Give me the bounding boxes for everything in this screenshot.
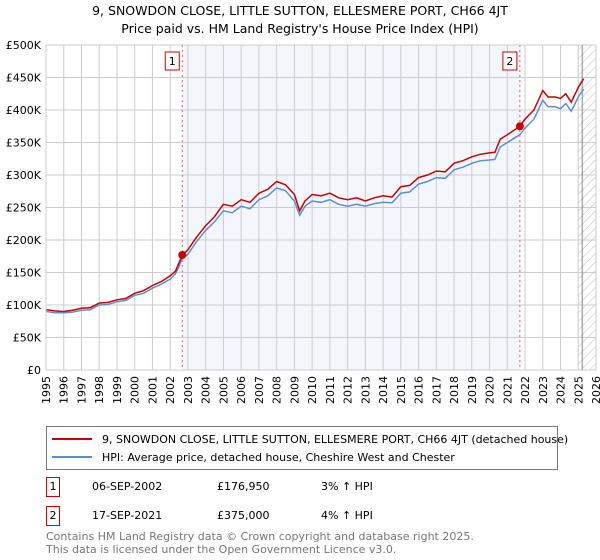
y-tick-label: £0	[27, 364, 41, 377]
legend-label: HPI: Average price, detached house, Ches…	[102, 450, 455, 464]
x-tick-label: 2026	[590, 376, 600, 404]
x-tick-label: 2004	[200, 376, 213, 404]
y-tick-label: £300K	[6, 169, 42, 182]
sale-marker-label: 1	[169, 55, 176, 68]
x-tick-label: 2023	[537, 376, 550, 404]
transaction-price: £375,000	[217, 509, 270, 522]
transaction-hpi: 3% ↑ HPI	[321, 480, 373, 493]
transaction-price: £176,950	[217, 480, 270, 493]
x-tick-label: 2005	[217, 376, 230, 404]
x-tick-label: 2024	[555, 376, 568, 404]
sale-marker-badge	[164, 51, 180, 71]
legend-item-property: 9, SNOWDON CLOSE, LITTLE SUTTON, ELLESME…	[47, 431, 568, 447]
transaction-row: 2 17-SEP-2021 £375,000 4% ↑ HPI	[46, 506, 546, 526]
transaction-hpi: 4% ↑ HPI	[321, 509, 373, 522]
x-tick-label: 2009	[288, 376, 301, 404]
x-tick-label: 2001	[146, 376, 159, 404]
y-tick-label: £150K	[6, 267, 42, 280]
y-tick-label: £350K	[6, 137, 42, 150]
y-tick-label: £250K	[6, 202, 42, 215]
x-tick-label: 2025	[572, 376, 585, 404]
x-tick-label: 1996	[58, 376, 71, 404]
x-tick-label: 2014	[377, 376, 390, 404]
sale-marker-label: 2	[506, 55, 513, 68]
property-series-line	[45, 78, 585, 313]
legend-swatch-red	[52, 438, 92, 440]
x-tick-label: 2010	[306, 376, 319, 404]
sale-point	[515, 122, 524, 131]
x-tick-label: 2013	[359, 376, 372, 404]
x-tick-label: 1998	[93, 376, 106, 404]
x-tick-label: 2011	[324, 376, 337, 404]
y-tick-label: £100K	[6, 299, 42, 312]
y-tick-label: £500K	[6, 39, 42, 52]
chart-subtitle: Price paid vs. HM Land Registry's House …	[121, 21, 479, 36]
x-tick-label: 2019	[466, 376, 479, 404]
y-tick-label: £400K	[6, 104, 42, 117]
x-tick-label: 2006	[235, 376, 248, 404]
x-tick-label: 2016	[413, 376, 426, 404]
y-tick-label: £200K	[6, 234, 42, 247]
x-tick-label: 1999	[111, 376, 124, 404]
y-tick-label: £50K	[13, 332, 42, 345]
transaction-row: 1 06-SEP-2002 £176,950 3% ↑ HPI	[46, 477, 546, 497]
x-tick-label: 2000	[129, 376, 142, 404]
x-tick-label: 2015	[395, 376, 408, 404]
footer: Contains HM Land Registry data © Crown c…	[46, 530, 474, 556]
legend-label: 9, SNOWDON CLOSE, LITTLE SUTTON, ELLESME…	[102, 432, 569, 446]
plot-frame	[45, 44, 597, 371]
x-tick-label: 2017	[430, 376, 443, 404]
price-chart: 1 2 1995 1996 1997 1998 1999 2000 2001 2002 2003 20…	[6, 39, 600, 404]
chart-title: 9, SNOWDON CLOSE, LITTLE SUTTON, ELLESME…	[92, 3, 508, 18]
x-tick-label: 2021	[501, 376, 514, 404]
transaction-date: 06-SEP-2002	[92, 480, 163, 493]
legend: 9, SNOWDON CLOSE, LITTLE SUTTON, ELLESME…	[46, 426, 568, 470]
sale-point	[178, 250, 187, 259]
x-tick-label: 2018	[448, 376, 461, 404]
x-tick-label: 1997	[75, 376, 88, 404]
x-tick-label: 2003	[182, 376, 195, 404]
footer-copyright: Contains HM Land Registry data © Crown c…	[46, 530, 474, 543]
x-tick-label: 2002	[164, 376, 177, 404]
x-tick-label: 2020	[484, 376, 497, 404]
footer-licence: This data is licensed under the Open Gov…	[46, 543, 397, 556]
x-tick-label: 2012	[342, 376, 355, 404]
legend-item-hpi: HPI: Average price, detached house, Ches…	[47, 449, 455, 465]
transaction-date: 17-SEP-2021	[92, 509, 163, 522]
x-tick-label: 2022	[519, 376, 532, 404]
x-tick-label: 2007	[253, 376, 266, 404]
transaction-badge: 2	[46, 506, 60, 526]
y-tick-label: £450K	[6, 72, 42, 85]
x-tick-label: 1995	[40, 376, 53, 404]
sale-marker-badge	[502, 51, 518, 71]
x-tick-label: 2008	[271, 376, 284, 404]
hpi-series-line	[45, 88, 585, 314]
legend-swatch-blue	[52, 456, 92, 458]
transaction-badge: 1	[46, 477, 60, 497]
